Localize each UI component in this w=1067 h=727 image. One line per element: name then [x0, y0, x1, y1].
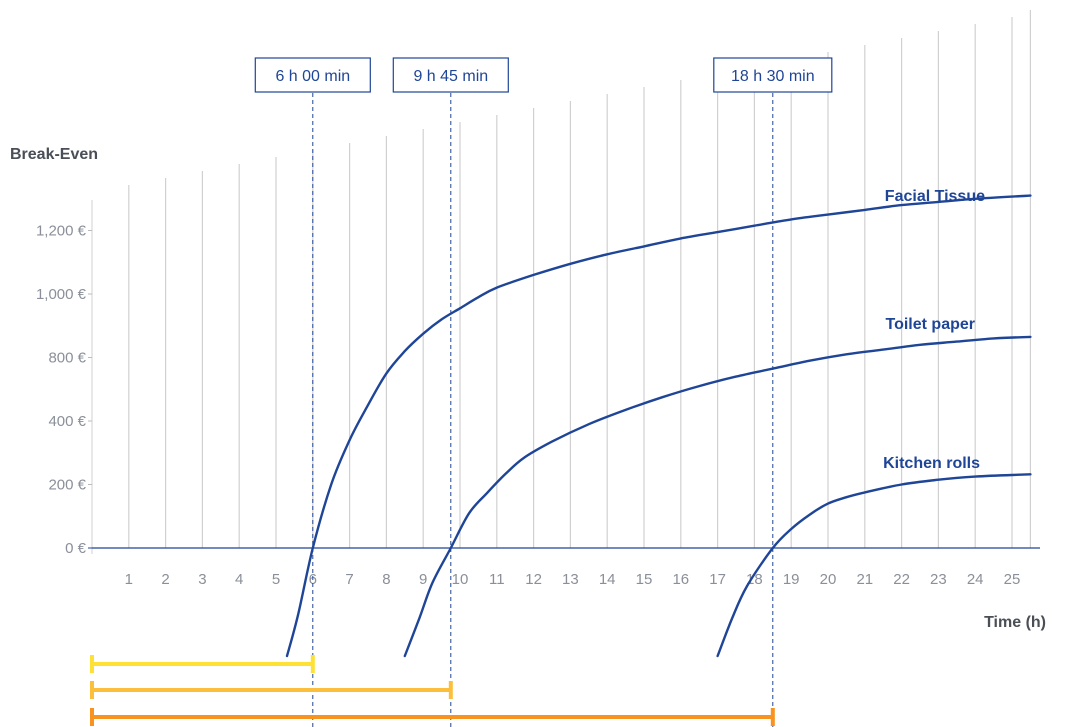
series-label: Facial Tissue [885, 188, 985, 205]
x-tick-label: 20 [820, 571, 837, 588]
x-tick-label: 9 [419, 571, 427, 588]
series-line-facial-tissue [285, 194, 1032, 658]
x-tick-label: 19 [783, 571, 800, 588]
x-tick-label: 23 [930, 571, 947, 588]
x-tick-label: 24 [967, 571, 984, 588]
x-axis-title: Time (h) [984, 614, 1046, 631]
x-ticks: 1 2 3 4 5 6 7 8 9 10 11 12 13 14 15 16 17 18 19 20 21 22 23 24 2… [125, 571, 1021, 588]
y-tick-label: 400 € [48, 413, 86, 430]
x-tick-label: 17 [709, 571, 726, 588]
x-tick-label: 5 [272, 571, 280, 588]
series-line-kitchen-rolls [716, 473, 1032, 658]
x-tick-label: 14 [599, 571, 616, 588]
break-even-label-box [254, 57, 371, 93]
x-tick-label: 8 [382, 571, 390, 588]
x-tick-label: 18 [746, 571, 763, 588]
x-tick-label: 16 [672, 571, 689, 588]
break-even-time-label: 9 h 45 min [413, 68, 488, 85]
y-ticks: 0 € 200 € 400 € 800 € 1,000 € 1,200 € [36, 223, 92, 557]
x-tick-label: 10 [452, 571, 469, 588]
x-tick-label: 4 [235, 571, 243, 588]
y-tick-label: 200 € [48, 477, 86, 494]
series-lines: Facial Tissue Toilet paper Kitchen rolls [285, 188, 1032, 658]
y-tick-label: 1,200 € [36, 223, 87, 240]
x-tick-label: 13 [562, 571, 579, 588]
break-even-time-label: 6 h 00 min [275, 68, 350, 85]
x-tick-label: 21 [856, 571, 873, 588]
grid-lines [128, 10, 1032, 548]
x-tick-label: 25 [1004, 571, 1021, 588]
x-tick-label: 11 [489, 571, 505, 588]
series-label: Kitchen rolls [883, 455, 980, 472]
x-tick-label: 2 [161, 571, 169, 588]
x-tick-label: 7 [345, 571, 353, 588]
break-even-label-box [392, 57, 509, 93]
y-tick-label: 0 € [65, 540, 87, 557]
series-label: Toilet paper [886, 316, 976, 333]
y-tick-label: 800 € [48, 350, 86, 367]
x-tick-label: 15 [636, 571, 653, 588]
break-even-label-box [713, 57, 833, 93]
y-axis-title: Break-Even [10, 146, 98, 163]
x-tick-label: 22 [893, 571, 910, 588]
series-line-toilet-paper [403, 335, 1032, 658]
x-tick-label: 3 [198, 571, 206, 588]
x-tick-label: 12 [525, 571, 542, 588]
break-even-time-label: 18 h 30 min [731, 68, 815, 85]
break-even-duration-bars [90, 655, 775, 726]
break-even-markers: 6 h 00 min 9 h 45 min 18 h 30 min [254, 57, 833, 727]
x-tick-label: 1 [125, 571, 133, 588]
y-tick-label: 1,000 € [36, 286, 87, 303]
